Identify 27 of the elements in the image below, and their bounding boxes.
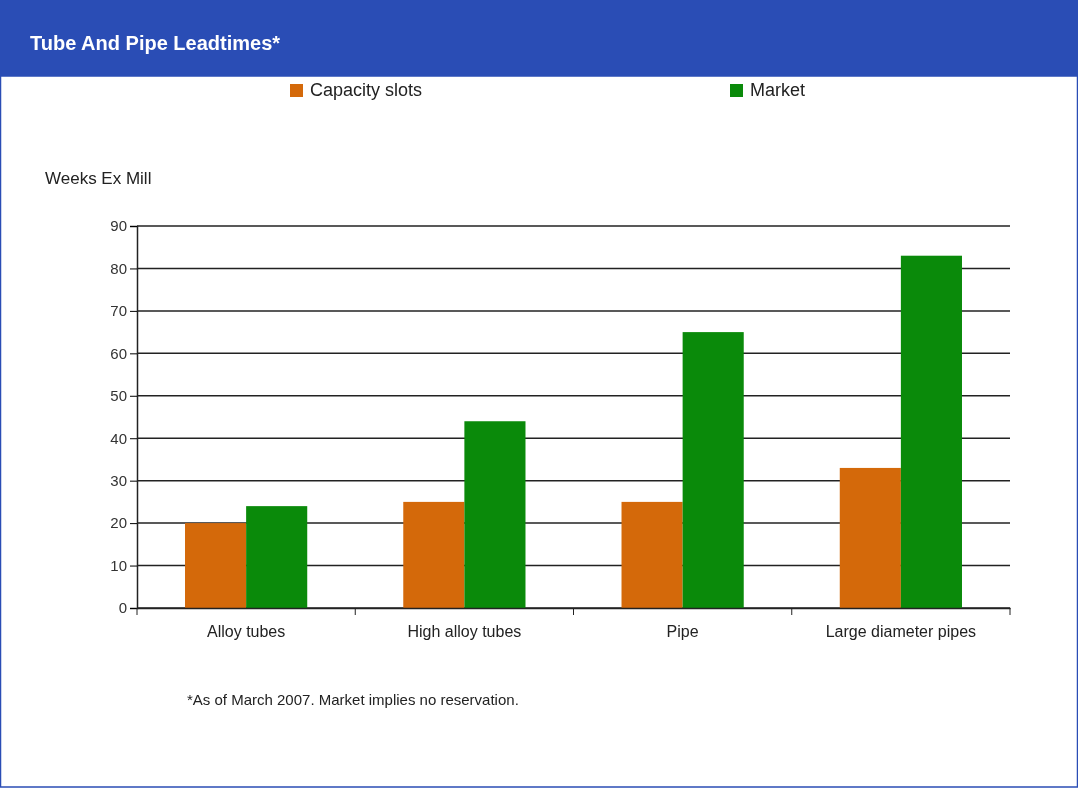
text: *As of March 2007. Market implies no reservation. [187,691,519,708]
legend-label: Market [750,80,806,100]
x-tick-label: High alloy tubes [407,623,522,641]
chart-title: Tube And Pipe Leadtimes* [30,32,281,54]
y-tick-label: 90 [110,217,127,235]
bar [403,501,465,608]
legend-label: Capacity slots [310,80,423,100]
x-tick-label: Alloy tubes [206,623,286,641]
y-tick-label: 30 [110,471,127,489]
y-tick-label: 0 [118,599,127,617]
y-tick-label: 80 [110,259,127,277]
y-axis-title: Weeks Ex Mill [45,169,152,188]
bar [185,523,247,608]
bar [464,421,526,608]
bar [621,501,683,608]
y-tick-label: 60 [110,344,127,362]
y-tick-label: 50 [110,387,127,405]
y-tick-label: 10 [110,556,127,574]
x-tick-label: Large diameter pipes [825,623,977,641]
y-tick-label: 40 [110,429,127,447]
x-tick-label: Pipe [666,623,699,641]
bar [839,467,901,608]
bar [246,506,308,608]
y-tick-label: 70 [110,302,127,320]
bar [682,332,744,608]
bar [900,255,962,608]
y-tick-label: 20 [110,514,127,532]
